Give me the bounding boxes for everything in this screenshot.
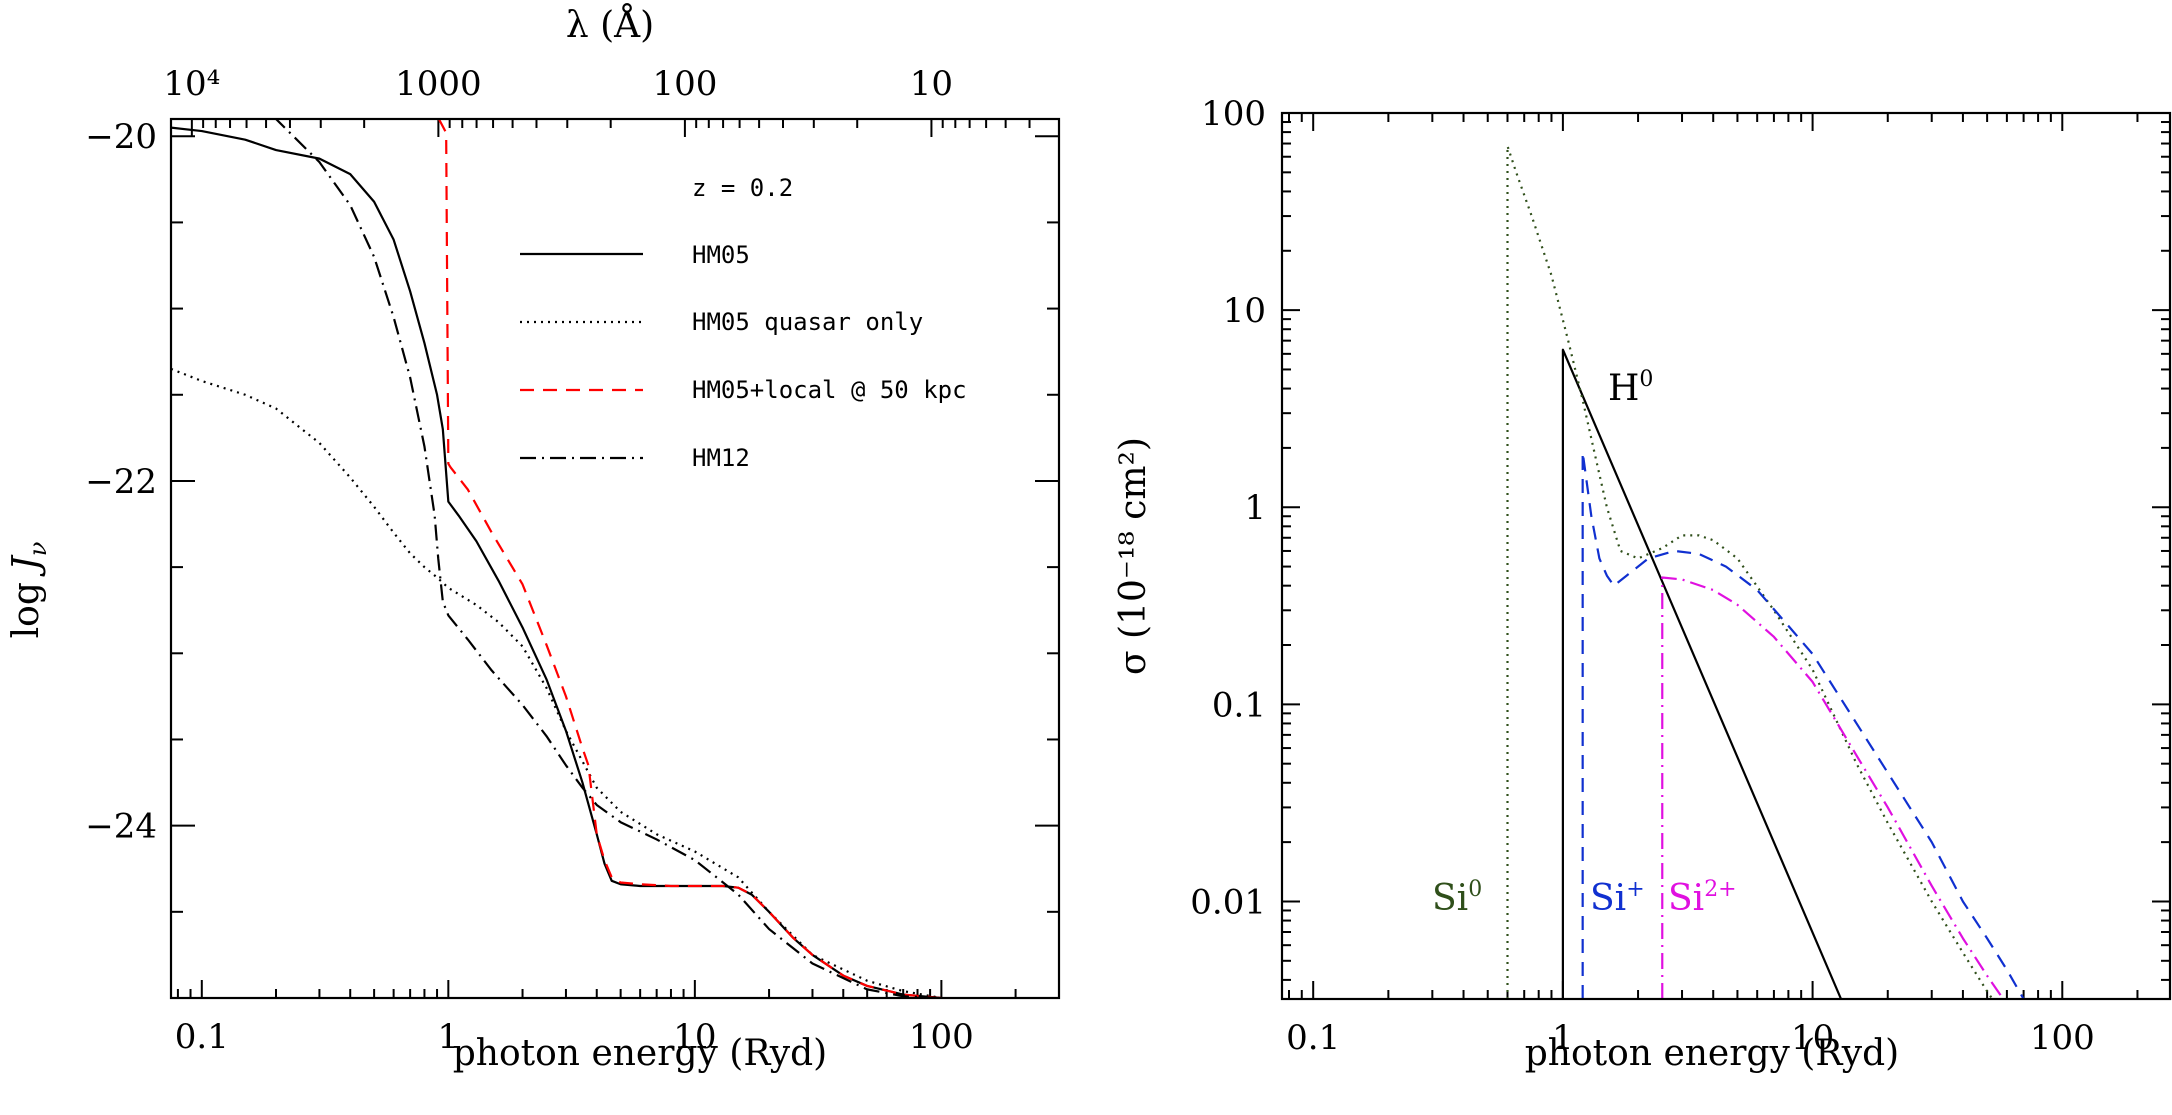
right-x-tick-label: 100 xyxy=(2030,1018,2095,1058)
right-y-tick-label: 10 xyxy=(1223,291,1266,331)
series-hm12 xyxy=(274,119,942,998)
left-plot-frame xyxy=(169,117,1061,1000)
right-y-tick-label: 0.1 xyxy=(1212,685,1266,725)
label-si0-text: Si0 xyxy=(1432,877,1482,919)
left-x-tick-label: 10 xyxy=(673,1017,716,1057)
top-axis-tick-label: 1000 xyxy=(395,64,482,104)
left-y-tick-label: −20 xyxy=(85,117,157,157)
label-h0-text: H0 xyxy=(1608,367,1653,409)
legend-label-hm05-local: HM05+local @ 50 kpc xyxy=(692,376,967,404)
label-si0-base: Si xyxy=(1432,878,1468,919)
legend: z = 0.2 HM05 HM05 quasar only HM05+local… xyxy=(520,174,967,472)
label-si-plus-base: Si xyxy=(1590,878,1626,919)
legend-label-hm05-quasar: HM05 quasar only xyxy=(692,308,923,336)
series-label-si2-plus: Si2+ xyxy=(1668,877,1737,919)
label-si2-plus-base: Si xyxy=(1668,878,1704,919)
left-panel: 0.1 1 10 100 −20 −22 −24 10⁴ 1000 100 10 photon en… xyxy=(6,4,1061,1074)
top-axis-tick-label: 100 xyxy=(652,64,717,104)
series-label-si-plus: Si+ xyxy=(1590,877,1645,919)
label-h0-sup: 0 xyxy=(1639,367,1653,392)
series-si xyxy=(1581,451,2025,999)
legend-label-hm05: HM05 xyxy=(692,241,750,269)
left-x-tick-label: 1 xyxy=(438,1017,460,1057)
right-xlabel: photon energy (Ryd) xyxy=(1525,1033,1899,1074)
label-si2-plus-sup: 2+ xyxy=(1704,877,1736,902)
label-si-plus-text: Si+ xyxy=(1590,877,1645,919)
left-tick-labels: 0.1 1 10 100 −20 −22 −24 10⁴ 1000 100 10 xyxy=(85,64,974,1057)
right-axis-ticks xyxy=(1282,112,2170,999)
top-axis-label: λ (Å) xyxy=(566,4,654,46)
right-x-tick-label: 10 xyxy=(1791,1018,1834,1058)
left-series-group xyxy=(171,119,942,998)
left-axis-ticks xyxy=(171,119,1060,999)
right-panel: 0.1 1 10 100 0.01 0.1 1 10 100 photon energy (Ry… xyxy=(1113,94,2172,1074)
series-hm05-quasar-only xyxy=(171,367,942,998)
legend-label-hm12: HM12 xyxy=(692,444,750,472)
series-hm05 xyxy=(171,126,942,998)
series-hm05-local-50-kpc xyxy=(437,119,942,998)
right-ylabel: σ (10⁻¹⁸ cm²) xyxy=(1113,437,1154,675)
top-axis-tick-label: 10 xyxy=(910,64,953,104)
right-x-tick-label: 1 xyxy=(1552,1018,1574,1058)
series-label-h0: H0 xyxy=(1608,367,1653,409)
right-tick-labels: 0.1 1 10 100 0.01 0.1 1 10 100 xyxy=(1190,94,2094,1058)
right-y-tick-label: 1 xyxy=(1244,488,1266,528)
right-y-tick-label: 100 xyxy=(1201,94,1266,134)
right-series-group xyxy=(1506,144,2025,999)
left-x-tick-label: 100 xyxy=(909,1017,974,1057)
left-ylabel: log Jν xyxy=(6,542,52,639)
label-h0-base: H xyxy=(1608,368,1639,409)
right-x-tick-label: 0.1 xyxy=(1286,1018,1340,1058)
series-label-si0: Si0 xyxy=(1432,877,1482,919)
top-axis-tick-label: 10⁴ xyxy=(163,64,220,104)
left-y-tick-label: −24 xyxy=(85,807,157,847)
label-si2-plus-text: Si2+ xyxy=(1668,877,1737,919)
legend-title: z = 0.2 xyxy=(692,174,793,202)
series-h-0 xyxy=(1561,348,1843,999)
left-x-tick-label: 0.1 xyxy=(175,1017,229,1057)
series-si-2 xyxy=(1661,576,2005,999)
left-xlabel: photon energy (Ryd) xyxy=(453,1033,827,1074)
label-si-plus-sup: + xyxy=(1626,877,1644,902)
label-si0-sup: 0 xyxy=(1468,877,1482,902)
series-si-0 xyxy=(1506,144,1994,999)
right-plot-frame xyxy=(1280,111,2172,1001)
right-y-tick-label: 0.01 xyxy=(1190,882,1266,922)
left-y-tick-label: −22 xyxy=(85,462,157,502)
